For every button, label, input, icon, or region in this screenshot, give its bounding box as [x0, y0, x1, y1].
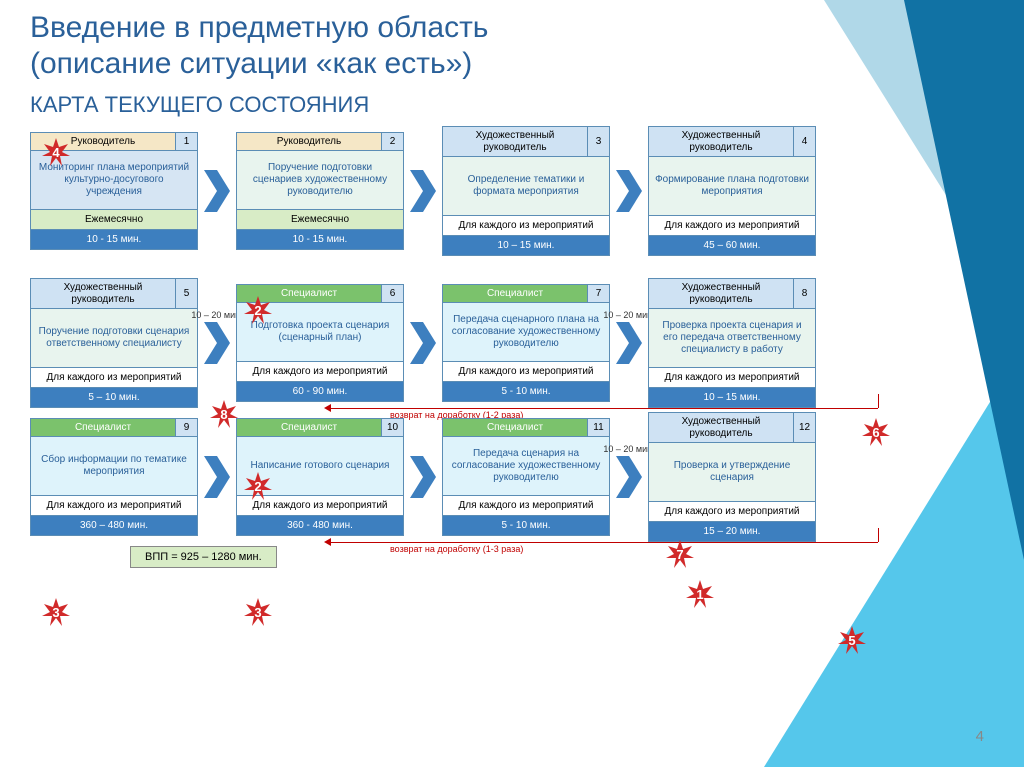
slide-title: Введение в предметную область (описание … — [30, 10, 994, 82]
card-scope: Для каждого из мероприятий — [649, 215, 815, 235]
transition-label: 10 – 20 мин. — [603, 310, 654, 320]
card-scope: Для каждого из мероприятий — [649, 367, 815, 387]
card-num: 11 — [587, 419, 609, 437]
card-role: Специалист — [31, 419, 175, 437]
card-time: 15 – 20 мин. — [649, 521, 815, 541]
card-role: Специалист — [237, 419, 381, 437]
card-time: 5 – 10 мин. — [31, 387, 197, 407]
card-scope: Для каждого из мероприятий — [649, 501, 815, 521]
card-time: 360 - 480 мин. — [237, 515, 403, 535]
burst-marker: 3 — [244, 598, 272, 626]
chevron-icon — [204, 170, 230, 212]
flow-card-2: Руководитель2 Поручение подготовки сцена… — [236, 132, 404, 251]
flow-container: Руководитель1 Мониторинг плана мероприят… — [30, 126, 994, 568]
card-role: Художественный руководитель — [31, 279, 175, 308]
flow-card-8: Художественный руководитель8 Проверка пр… — [648, 278, 816, 408]
burst-marker: 1 — [686, 580, 714, 608]
flow-card-12: Художественный руководитель12 Проверка и… — [648, 412, 816, 542]
chevron-icon — [616, 170, 642, 212]
card-time: 10 – 15 мин. — [443, 235, 609, 255]
card-scope: Для каждого из мероприятий — [443, 361, 609, 381]
card-time: 5 - 10 мин. — [443, 381, 609, 401]
return-line — [330, 408, 878, 409]
card-role: Художественный руководитель — [649, 127, 793, 156]
card-body: Передача сценарного плана на согласовани… — [443, 303, 609, 361]
chevron-icon: 10 – 20 мин. — [616, 456, 642, 498]
card-num: 5 — [175, 279, 197, 308]
card-num: 12 — [793, 413, 815, 442]
burst-marker: 2 — [244, 472, 272, 500]
card-role: Художественный руководитель — [443, 127, 587, 156]
card-role: Руководитель — [237, 133, 381, 151]
card-body: Формирование плана подготовки мероприяти… — [649, 157, 815, 215]
card-body: Поручение подготовки сценария ответствен… — [31, 309, 197, 367]
card-body: Поручение подготовки сценариев художеств… — [237, 151, 403, 209]
burst-marker: 5 — [838, 626, 866, 654]
burst-marker: 2 — [244, 296, 272, 324]
card-role: Специалист — [443, 419, 587, 437]
summary-box: ВПП = 925 – 1280 мин. — [130, 546, 277, 568]
burst-marker: 4 — [42, 138, 70, 166]
card-num: 4 — [793, 127, 815, 156]
burst-marker: 7 — [666, 540, 694, 568]
chevron-icon: 10 – 20 мин. — [616, 322, 642, 364]
return-arrow-icon — [324, 404, 331, 412]
card-body: Сбор информации по тематике мероприятия — [31, 437, 197, 495]
flow-card-9: Специалист9 Сбор информации по тематике … — [30, 418, 198, 537]
transition-label: 10 – 20 мин. — [191, 310, 242, 320]
card-scope: Для каждого из мероприятий — [443, 495, 609, 515]
card-body: Проверка и утверждение сценария — [649, 443, 815, 501]
card-role: Специалист — [443, 285, 587, 303]
card-body: Передача сценария на согласование художе… — [443, 437, 609, 495]
return-arrow-icon — [324, 538, 331, 546]
flow-card-5: Художественный руководитель5 Поручение п… — [30, 278, 198, 408]
card-role: Художественный руководитель — [649, 413, 793, 442]
burst-marker: 3 — [42, 598, 70, 626]
chevron-icon: 10 – 20 мин. — [204, 322, 230, 364]
card-num: 6 — [381, 285, 403, 303]
card-body: Проверка проекта сценария и его передача… — [649, 309, 815, 367]
return-line — [878, 528, 879, 542]
chevron-icon — [204, 456, 230, 498]
card-num: 3 — [587, 127, 609, 156]
flow-card-7: Специалист7 Передача сценарного плана на… — [442, 284, 610, 403]
card-num: 7 — [587, 285, 609, 303]
chevron-icon — [410, 322, 436, 364]
card-num: 2 — [381, 133, 403, 151]
card-scope: Ежемесячно — [237, 209, 403, 229]
burst-marker: 8 — [210, 400, 238, 428]
return-label: возврат на доработку (1-3 раза) — [390, 544, 523, 554]
flow-card-4: Художественный руководитель4 Формировани… — [648, 126, 816, 256]
slide-subtitle: КАРТА ТЕКУЩЕГО СОСТОЯНИЯ — [30, 92, 994, 118]
return-line — [330, 542, 878, 543]
transition-label: 10 – 20 мин. — [603, 444, 654, 454]
card-role: Художественный руководитель — [649, 279, 793, 308]
flow-card-3: Художественный руководитель3 Определение… — [442, 126, 610, 256]
card-time: 45 – 60 мин. — [649, 235, 815, 255]
chevron-icon — [410, 170, 436, 212]
card-num: 9 — [175, 419, 197, 437]
card-time: 10 - 15 мин. — [237, 229, 403, 249]
card-scope: Для каждого из мероприятий — [237, 361, 403, 381]
flow-card-11: Специалист11 Передача сценария на соглас… — [442, 418, 610, 537]
card-time: 10 – 15 мин. — [649, 387, 815, 407]
card-scope: Ежемесячно — [31, 209, 197, 229]
card-time: 60 - 90 мин. — [237, 381, 403, 401]
card-scope: Для каждого из мероприятий — [443, 215, 609, 235]
chevron-icon — [410, 456, 436, 498]
card-num: 8 — [793, 279, 815, 308]
card-time: 360 – 480 мин. — [31, 515, 197, 535]
card-scope: Для каждого из мероприятий — [31, 495, 197, 515]
card-time: 5 - 10 мин. — [443, 515, 609, 535]
card-scope: Для каждого из мероприятий — [31, 367, 197, 387]
burst-marker: 6 — [862, 418, 890, 446]
card-num: 1 — [175, 133, 197, 151]
card-time: 10 - 15 мин. — [31, 229, 197, 249]
page-number: 4 — [976, 728, 984, 745]
return-line — [878, 394, 879, 408]
card-body: Определение тематики и формата мероприят… — [443, 157, 609, 215]
card-num: 10 — [381, 419, 403, 437]
